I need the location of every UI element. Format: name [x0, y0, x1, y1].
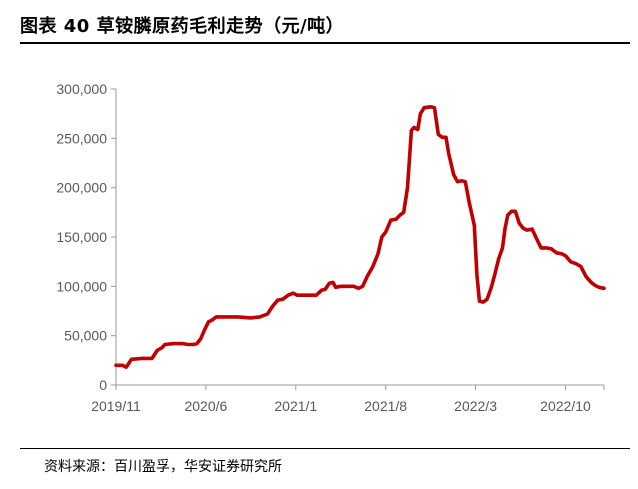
x-tick-label: 2021/1 [274, 398, 317, 414]
chart-axes: 0 50,000 100,000 150,000 200,000 250,000 300,0… [56, 81, 605, 414]
y-tick-label: 0 [99, 377, 107, 393]
y-tick-label: 250,000 [56, 130, 107, 146]
series-line-gross-profit [114, 105, 606, 369]
x-tick-label: 2019/11 [91, 398, 141, 414]
footer-divider [20, 448, 630, 449]
y-tick-label: 150,000 [56, 229, 107, 245]
x-tick-label: 2022/10 [540, 398, 591, 414]
y-tick-label: 200,000 [56, 180, 107, 196]
x-tick-label: 2020/6 [184, 398, 227, 414]
y-tick-label: 300,000 [56, 81, 107, 97]
source-note: 资料来源：百川盈孚，华安证券研究所 [44, 459, 282, 475]
y-tick-label: 50,000 [64, 328, 107, 344]
chart-title: 图表 40 草铵膦原药毛利走势（元/吨） [20, 16, 345, 37]
x-tick-label: 2022/3 [454, 398, 497, 414]
title-divider [20, 42, 630, 44]
y-tick-label: 100,000 [56, 278, 107, 294]
x-tick-label: 2021/8 [364, 398, 407, 414]
chart-plot [114, 105, 606, 369]
